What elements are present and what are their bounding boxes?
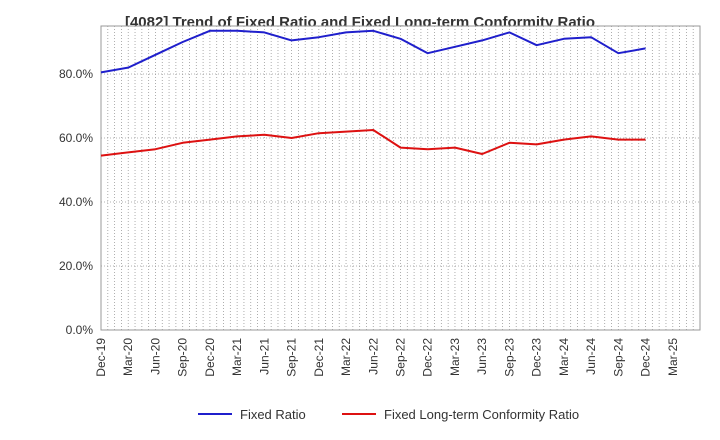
x-tick-label: Dec-20	[203, 338, 217, 377]
x-tick-label: Dec-22	[421, 338, 435, 377]
y-tick-label: 60.0%	[59, 131, 93, 145]
x-tick-label: Mar-24	[557, 338, 571, 376]
x-tick-label: Jun-20	[148, 338, 162, 375]
x-tick-label: Mar-25	[666, 338, 680, 376]
x-tick-label: Dec-24	[639, 338, 653, 377]
x-tick-label: Jun-23	[475, 338, 489, 375]
grid-layer	[101, 26, 700, 330]
x-tick-label: Dec-21	[312, 338, 326, 377]
x-tick-label: Mar-22	[339, 338, 353, 376]
x-tick-label: Sep-24	[611, 338, 625, 377]
series-layer	[100, 29, 646, 157]
x-tick-label: Jun-22	[366, 338, 380, 375]
x-tick-label: Sep-23	[502, 338, 516, 377]
x-tick-label: Sep-21	[285, 338, 299, 377]
x-tick-label: Sep-22	[394, 338, 408, 377]
x-tick-label: Mar-21	[230, 338, 244, 376]
plot-area	[100, 25, 701, 331]
x-tick-label: Mar-20	[121, 338, 135, 376]
x-tick-label: Jun-24	[584, 338, 598, 375]
legend-label: Fixed Ratio	[240, 407, 306, 422]
y-tick-label: 20.0%	[59, 259, 93, 273]
x-tick-label: Dec-23	[530, 338, 544, 377]
x-tick-label: Jun-21	[257, 338, 271, 375]
legend: Fixed Ratio Fixed Long-term Conformity Ra…	[198, 407, 579, 422]
x-tick-label: Mar-23	[448, 338, 462, 376]
x-tick-label: Sep-20	[176, 338, 190, 377]
legend-label: Fixed Long-term Conformity Ratio	[384, 407, 579, 422]
y-tick-label: 40.0%	[59, 195, 93, 209]
x-tick-label: Dec-19	[94, 338, 108, 377]
y-tick-label: 0.0%	[66, 323, 94, 337]
axis-layer: 0.0% 20.0% 40.0% 60.0% 80.0% Dec-19 Mar-20 Jun-…	[59, 67, 680, 377]
y-tick-label: 80.0%	[59, 67, 93, 81]
